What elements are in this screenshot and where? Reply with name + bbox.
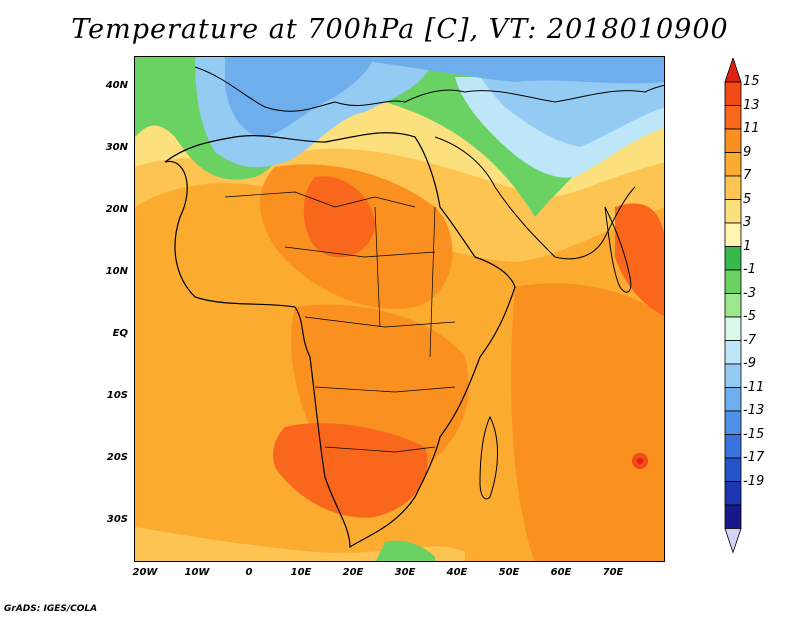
india-coastline [604,206,632,293]
colorbar-bin [724,222,742,247]
africa-coastline [164,132,516,549]
colorbar-bin [724,175,742,200]
lon-label: 20E [342,567,364,578]
colorbar-bin [724,316,742,341]
lat-label: 40N [105,80,128,91]
colorbar-label: 11 [743,121,760,136]
colorbar [724,58,742,554]
colorbar-bin [724,504,742,529]
india-hot [615,203,664,316]
lat-label: 20S [106,452,128,463]
lon-label: 10W [184,567,210,578]
colorbar-label: -15 [743,426,765,442]
colorbar-bin [724,269,742,294]
colorbar-label: 3 [743,215,752,230]
lon-label: 70E [602,567,624,578]
colorbar-label: -1 [743,262,756,277]
lat-label: 10S [106,390,128,401]
colorbar-label: 7 [743,168,752,183]
colorbar-label: -7 [743,332,756,348]
colorbar-label: 15 [743,74,760,89]
colorbar-top-arrow [724,58,742,83]
colorbar-label: -17 [743,450,765,465]
europe-coastline [194,66,664,112]
footer-credit: GrADS: IGES/COLA [4,604,98,614]
colorbar-bottom-arrow [724,528,742,554]
map-canvas [135,57,664,561]
colorbar-bin [724,152,742,177]
colorbar-bin [724,199,742,224]
colorbar-label: -19 [743,473,765,489]
temperature-map [134,56,665,562]
lon-label: 30E [394,567,416,578]
arabia-coastline [434,136,636,260]
colorbar-bin [724,434,742,459]
colder-zone-east [475,67,664,147]
madagascar-coastline [479,415,498,500]
colorbar-bin [724,81,742,106]
lat-label: 10N [105,266,128,277]
colorbar-bin [724,387,742,412]
lon-label: 60E [550,567,572,578]
south-green [375,540,435,561]
cold-north-strip [335,57,664,84]
colorbar-label: -13 [743,403,765,418]
indian-ocean-warm [511,283,664,561]
colder-zone-west [225,57,375,137]
hotspot-core [637,458,643,464]
southern-africa-hot [273,423,428,518]
colorbar-bin [724,481,742,506]
lon-label: 0 [245,567,253,578]
colorbar-bin [724,128,742,153]
lon-label: 20W [132,567,158,578]
colorbar-label: -11 [743,379,765,395]
colorbar-bin [724,457,742,482]
colorbar-label: 9 [743,144,752,160]
lat-label: 30S [106,514,128,525]
country-borders [224,191,456,453]
lon-label: 40E [446,567,468,578]
colorbar-bin [724,293,742,318]
lon-label: 10E [290,567,312,578]
colorbar-bin [724,363,742,388]
lat-label: 20N [105,204,128,215]
colorbar-bin [724,410,742,435]
lat-label: 30N [105,142,128,153]
colorbar-label: 13 [743,97,760,113]
colorbar-label: -9 [743,356,756,371]
colorbar-label: 5 [743,191,752,207]
colorbar-bin [724,246,742,271]
sahara-hot [303,176,375,258]
colorbar-label: 1 [743,238,752,254]
colorbar-bin [724,105,742,130]
colorbar-label: -3 [743,285,756,301]
lon-label: 50E [498,567,520,578]
chart-title: Temperature at 700hPa [C], VT: 201801090… [71,14,729,45]
colorbar-label: -5 [743,309,756,324]
colorbar-bin [724,340,742,365]
lat-label: EQ [112,328,128,339]
